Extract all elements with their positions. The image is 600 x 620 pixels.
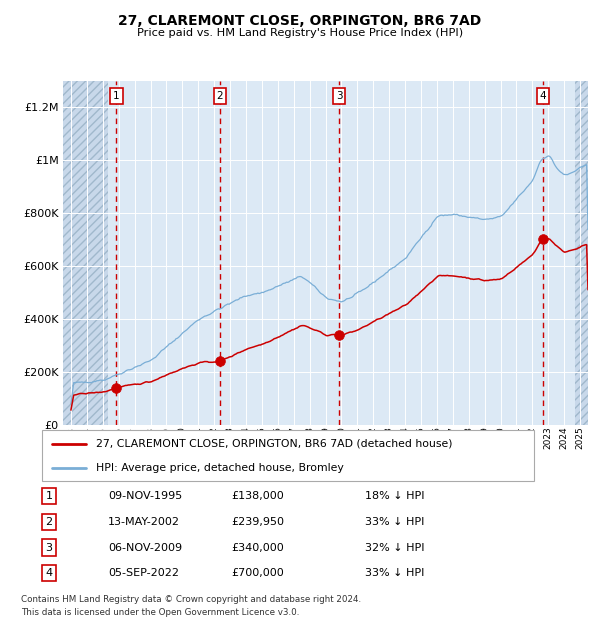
Text: 3: 3 <box>336 91 343 101</box>
Text: 13-MAY-2002: 13-MAY-2002 <box>109 517 181 527</box>
Text: £340,000: £340,000 <box>231 542 284 552</box>
Text: £239,950: £239,950 <box>231 517 284 527</box>
Text: This data is licensed under the Open Government Licence v3.0.: This data is licensed under the Open Gov… <box>21 608 299 617</box>
Text: 33% ↓ HPI: 33% ↓ HPI <box>365 568 424 578</box>
Bar <box>63 81 107 425</box>
Text: 1: 1 <box>113 91 120 101</box>
Text: Contains HM Land Registry data © Crown copyright and database right 2024.: Contains HM Land Registry data © Crown c… <box>21 595 361 604</box>
Text: 33% ↓ HPI: 33% ↓ HPI <box>365 517 424 527</box>
Text: 06-NOV-2009: 06-NOV-2009 <box>109 542 182 552</box>
Text: 09-NOV-1995: 09-NOV-1995 <box>109 492 182 502</box>
Text: 1: 1 <box>46 492 52 502</box>
Text: 05-SEP-2022: 05-SEP-2022 <box>109 568 179 578</box>
Text: 2: 2 <box>217 91 223 101</box>
Text: 4: 4 <box>46 568 52 578</box>
Text: Price paid vs. HM Land Registry's House Price Index (HPI): Price paid vs. HM Land Registry's House … <box>137 28 463 38</box>
Text: HPI: Average price, detached house, Bromley: HPI: Average price, detached house, Brom… <box>96 463 344 473</box>
Text: 27, CLAREMONT CLOSE, ORPINGTON, BR6 7AD (detached house): 27, CLAREMONT CLOSE, ORPINGTON, BR6 7AD … <box>96 439 452 449</box>
Text: 32% ↓ HPI: 32% ↓ HPI <box>365 542 424 552</box>
Text: £138,000: £138,000 <box>231 492 284 502</box>
Text: 2: 2 <box>46 517 52 527</box>
Text: 27, CLAREMONT CLOSE, ORPINGTON, BR6 7AD: 27, CLAREMONT CLOSE, ORPINGTON, BR6 7AD <box>118 14 482 28</box>
Text: £700,000: £700,000 <box>231 568 284 578</box>
FancyBboxPatch shape <box>42 430 534 480</box>
Bar <box>575 81 588 425</box>
Text: 18% ↓ HPI: 18% ↓ HPI <box>365 492 424 502</box>
Text: 3: 3 <box>46 542 52 552</box>
Text: 4: 4 <box>540 91 547 101</box>
